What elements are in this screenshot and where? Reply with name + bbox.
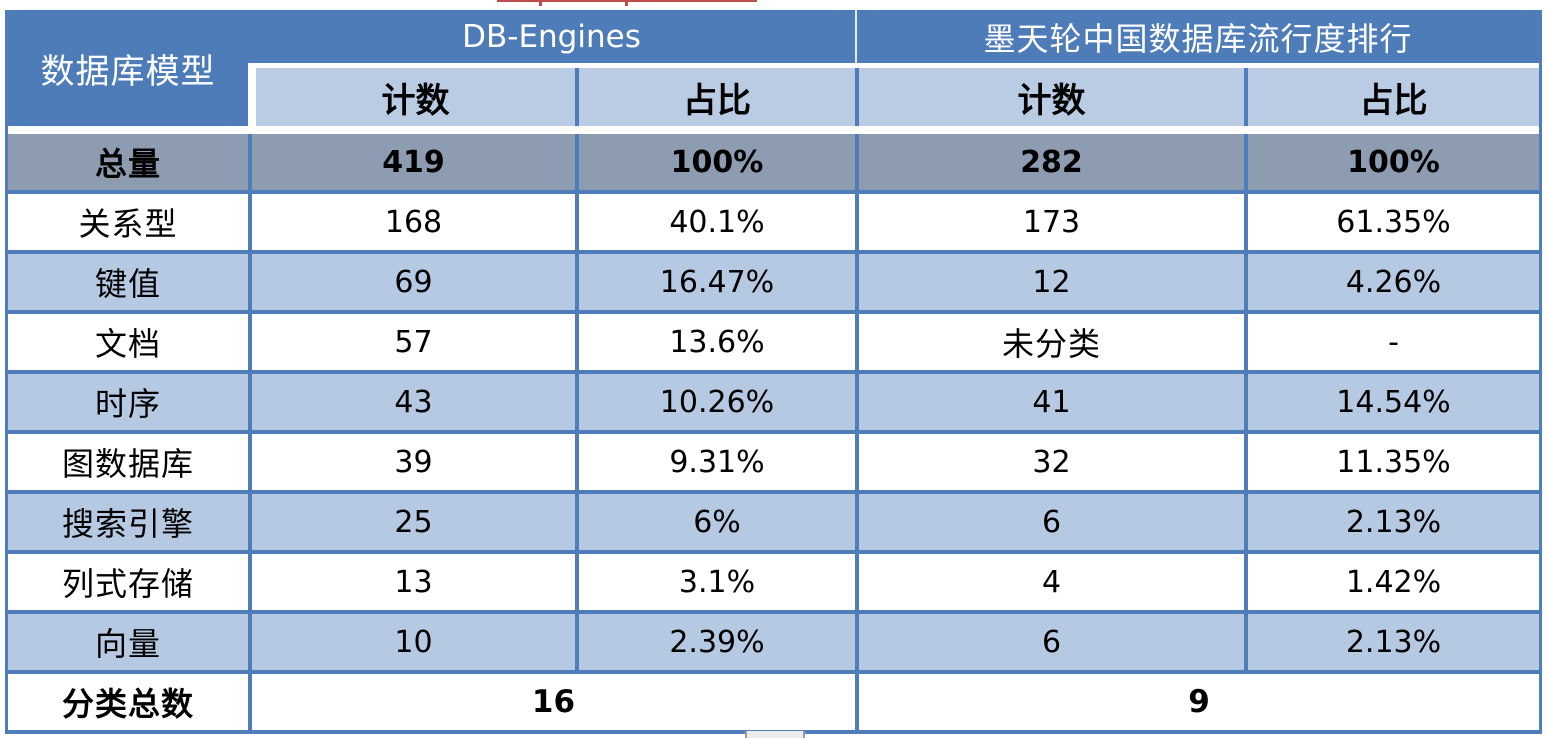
cell-value: 282 xyxy=(855,134,1244,190)
sub-header-db-engines-percent: 占比 xyxy=(575,68,855,126)
cell-value: 13.6% xyxy=(575,314,855,370)
cropped-red-underline-artifact xyxy=(497,0,757,6)
row-label: 向量 xyxy=(8,614,248,670)
cell-value: 61.35% xyxy=(1244,194,1539,250)
table-row: 总量 419 100% 282 100% xyxy=(8,134,1539,190)
cell-value: 12 xyxy=(855,254,1244,310)
table-row: 图数据库 39 9.31% 32 11.35% xyxy=(8,430,1539,490)
cell-value: 9.31% xyxy=(575,434,855,490)
sub-header-mtl-count: 计数 xyxy=(855,68,1244,126)
cell-value: 39 xyxy=(248,434,575,490)
cell-value: 1.42% xyxy=(1244,554,1539,610)
table-body: 总量 419 100% 282 100% 关系型 168 40.1% 173 61.35% 键值 69… xyxy=(8,134,1539,670)
row-label: 总量 xyxy=(8,134,248,190)
cell-value: 13 xyxy=(248,554,575,610)
cell-value: 32 xyxy=(855,434,1244,490)
cell-value: 2.39% xyxy=(575,614,855,670)
cell-value: 11.35% xyxy=(1244,434,1539,490)
table-row: 时序 43 10.26% 41 14.54% xyxy=(8,370,1539,430)
cell-value: - xyxy=(1244,314,1539,370)
cell-value: 40.1% xyxy=(575,194,855,250)
group-header-divider xyxy=(855,10,857,63)
cell-value: 6 xyxy=(855,494,1244,550)
cell-value: 43 xyxy=(248,374,575,430)
sub-header-db-engines-count: 计数 xyxy=(256,68,575,126)
cell-value: 2.13% xyxy=(1244,494,1539,550)
group-header-mtl-label: 墨天轮中国数据库流行度排行 xyxy=(983,19,1413,58)
table-footer-row: 分类总数 16 9 xyxy=(8,670,1539,730)
corner-header-cell: 数据库模型 xyxy=(8,10,248,126)
footer-db-engines-total: 16 xyxy=(248,674,855,730)
table-row: 键值 69 16.47% 12 4.26% xyxy=(8,250,1539,310)
cell-value: 14.54% xyxy=(1244,374,1539,430)
cell-value: 10 xyxy=(248,614,575,670)
row-label: 列式存储 xyxy=(8,554,248,610)
cell-value: 41 xyxy=(855,374,1244,430)
group-header-db-engines-label: DB-Engines xyxy=(462,18,641,55)
cell-value: 4 xyxy=(855,554,1244,610)
cell-value: 57 xyxy=(248,314,575,370)
table-header: 数据库模型 DB-Engines 墨天轮中国数据库流行度排行 计数 占比 计数 … xyxy=(8,10,1539,134)
sub-header-row: 计数 占比 计数 占比 xyxy=(256,68,1539,126)
cropped-scrollbar-artifact xyxy=(745,731,805,738)
group-header-mtl: 墨天轮中国数据库流行度排行 xyxy=(857,10,1539,63)
database-model-comparison-table: 数据库模型 DB-Engines 墨天轮中国数据库流行度排行 计数 占比 计数 … xyxy=(5,10,1542,734)
row-label: 搜索引擎 xyxy=(8,494,248,550)
group-header-db-engines: DB-Engines xyxy=(248,10,855,63)
table-row: 关系型 168 40.1% 173 61.35% xyxy=(8,190,1539,250)
table-row: 文档 57 13.6% 未分类 - xyxy=(8,310,1539,370)
sub-header-mtl-percent: 占比 xyxy=(1244,68,1539,126)
footer-row-label: 分类总数 xyxy=(8,674,248,730)
corner-header-label: 数据库模型 xyxy=(40,51,216,92)
cell-value: 10.26% xyxy=(575,374,855,430)
cell-value: 25 xyxy=(248,494,575,550)
cell-value: 419 xyxy=(248,134,575,190)
table-row: 列式存储 13 3.1% 4 1.42% xyxy=(8,550,1539,610)
table-row: 搜索引擎 25 6% 6 2.13% xyxy=(8,490,1539,550)
cell-value: 173 xyxy=(855,194,1244,250)
group-header-row: DB-Engines 墨天轮中国数据库流行度排行 xyxy=(248,10,1539,63)
cell-value: 6% xyxy=(575,494,855,550)
cell-value: 6 xyxy=(855,614,1244,670)
footer-mtl-total: 9 xyxy=(855,674,1539,730)
cell-value: 168 xyxy=(248,194,575,250)
cell-value: 100% xyxy=(575,134,855,190)
row-label: 键值 xyxy=(8,254,248,310)
cell-value: 4.26% xyxy=(1244,254,1539,310)
cell-value: 3.1% xyxy=(575,554,855,610)
cell-value: 69 xyxy=(248,254,575,310)
row-label: 图数据库 xyxy=(8,434,248,490)
row-label: 关系型 xyxy=(8,194,248,250)
cell-value: 100% xyxy=(1244,134,1539,190)
row-label: 文档 xyxy=(8,314,248,370)
cell-value: 16.47% xyxy=(575,254,855,310)
row-label: 时序 xyxy=(8,374,248,430)
table-row: 向量 10 2.39% 6 2.13% xyxy=(8,610,1539,670)
cell-value: 未分类 xyxy=(855,314,1244,370)
cell-value: 2.13% xyxy=(1244,614,1539,670)
